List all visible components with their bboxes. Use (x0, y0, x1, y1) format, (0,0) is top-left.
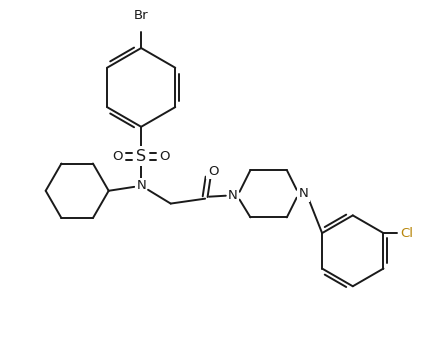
Text: O: O (112, 150, 123, 163)
Text: N: N (228, 189, 238, 202)
Text: S: S (136, 149, 146, 164)
Text: Cl: Cl (400, 227, 413, 240)
Text: N: N (136, 179, 146, 192)
Text: O: O (208, 165, 218, 178)
Text: N: N (299, 187, 309, 200)
Text: Br: Br (134, 10, 149, 22)
Text: O: O (160, 150, 170, 163)
